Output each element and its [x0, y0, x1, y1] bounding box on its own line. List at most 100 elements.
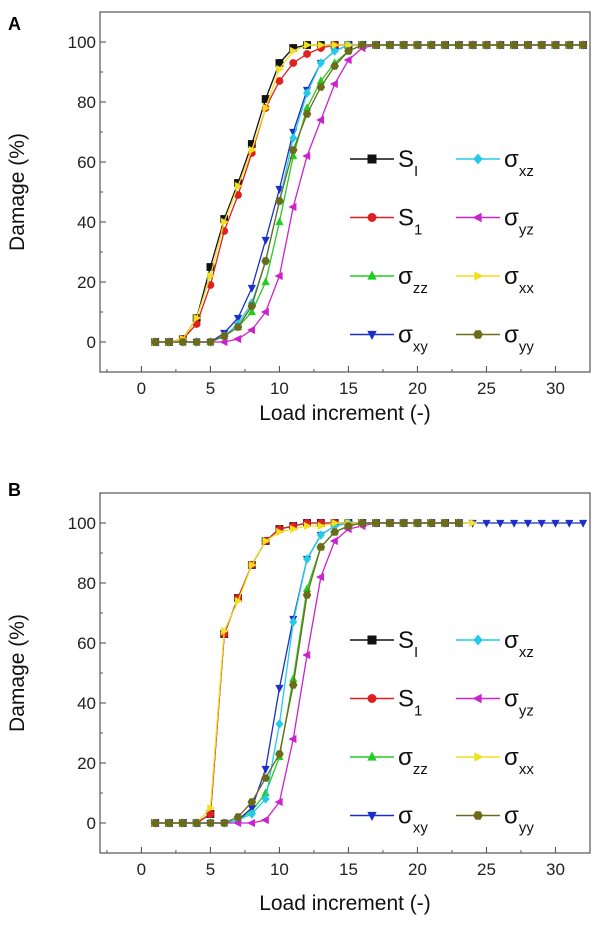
data-point	[164, 338, 174, 346]
data-point	[233, 813, 243, 821]
legend-marker	[473, 330, 483, 339]
data-point	[303, 40, 312, 50]
legend-label-subscript: 1	[414, 222, 422, 239]
data-point	[262, 103, 271, 113]
data-point	[316, 115, 325, 125]
data-point	[495, 41, 505, 49]
data-point	[289, 133, 298, 143]
y-tick-label: 0	[87, 814, 96, 833]
data-point	[290, 524, 299, 534]
series-sigma-yy	[150, 519, 464, 827]
legend-marker	[367, 751, 377, 761]
data-point	[523, 41, 533, 49]
data-point	[303, 521, 312, 531]
data-point	[193, 313, 202, 323]
x-tick-label: 20	[408, 379, 427, 398]
data-point	[578, 41, 588, 49]
legend-marker	[474, 752, 484, 762]
panel-a-x-axis-title: Load increment (-)	[259, 402, 431, 425]
x-tick-label: 30	[546, 379, 565, 398]
legend-label-subscript: xx	[519, 761, 535, 778]
data-point	[385, 519, 395, 527]
data-point	[275, 197, 284, 205]
legend-marker	[473, 153, 483, 165]
y-tick-label: 20	[77, 754, 96, 773]
data-point	[233, 334, 242, 344]
y-tick-label: 100	[68, 514, 96, 533]
data-point	[247, 284, 256, 293]
data-point	[330, 62, 339, 70]
data-point	[426, 41, 436, 49]
data-point	[344, 522, 353, 530]
data-point	[192, 819, 201, 827]
panel-a-label: A	[8, 14, 21, 34]
data-point	[219, 819, 229, 827]
data-point	[329, 79, 338, 89]
legend-label-subscript: 1	[414, 703, 422, 720]
data-point	[275, 77, 284, 85]
data-point	[399, 41, 408, 49]
data-point	[317, 521, 326, 531]
data-point	[551, 41, 560, 49]
data-point	[289, 617, 298, 627]
data-point	[316, 83, 326, 91]
panel-b-y-ticks: 0 20 40 60 80 100	[68, 492, 106, 854]
y-tick-label: 40	[77, 213, 96, 232]
y-tick-label: 20	[77, 273, 96, 292]
legend-marker	[473, 811, 483, 820]
data-point	[345, 40, 354, 50]
data-point	[551, 519, 560, 528]
data-point	[482, 519, 491, 528]
data-point	[302, 591, 312, 599]
data-point	[316, 58, 325, 68]
data-point	[234, 181, 243, 191]
data-point	[303, 554, 312, 564]
legend-marker	[472, 693, 482, 704]
data-point	[234, 596, 243, 606]
data-point	[482, 41, 491, 49]
data-point	[509, 519, 519, 528]
y-tick-label: 80	[77, 93, 96, 112]
data-point	[329, 536, 338, 546]
data-point	[206, 338, 215, 346]
panel-a-x-ticks: 0 5 10 15 20 25 30	[106, 366, 591, 398]
legend-label-subscript: zz	[413, 280, 428, 297]
data-point	[219, 332, 229, 340]
legend-label-subscript: xy	[413, 339, 429, 356]
y-tick-label: 40	[77, 694, 96, 713]
legend-label-subscript: yz	[519, 222, 534, 239]
y-tick-label: 100	[68, 33, 96, 52]
data-point	[303, 50, 311, 58]
panel-b-x-axis-title: Load increment (-)	[259, 892, 431, 915]
data-point	[413, 519, 422, 527]
data-point	[221, 217, 230, 227]
x-tick-label: 5	[206, 379, 215, 398]
data-point	[468, 41, 477, 49]
data-point	[454, 519, 464, 527]
legend-label: SI	[398, 146, 418, 180]
legend-item-si: SI	[350, 146, 418, 180]
y-tick-label: 0	[87, 333, 96, 352]
legend-label-subscript: xz	[519, 163, 534, 180]
x-tick-label: 0	[137, 379, 146, 398]
legend-label-subscript: yz	[519, 703, 534, 720]
data-point	[207, 271, 216, 281]
data-point	[290, 46, 299, 56]
data-point	[413, 41, 422, 49]
data-point	[261, 794, 270, 804]
data-point	[331, 40, 340, 50]
data-point	[207, 803, 216, 813]
data-point	[260, 815, 269, 825]
data-point	[275, 684, 284, 693]
data-point	[454, 41, 464, 49]
y-tick-label: 80	[77, 574, 96, 593]
x-tick-label: 15	[339, 379, 358, 398]
data-point	[330, 46, 339, 56]
data-point	[331, 518, 340, 528]
x-tick-label: 15	[339, 860, 358, 879]
data-point	[288, 734, 297, 744]
panel-a-y-axis-title: Damage (%)	[6, 133, 29, 251]
data-point	[275, 750, 284, 758]
data-point	[247, 798, 257, 806]
data-point	[317, 40, 326, 50]
